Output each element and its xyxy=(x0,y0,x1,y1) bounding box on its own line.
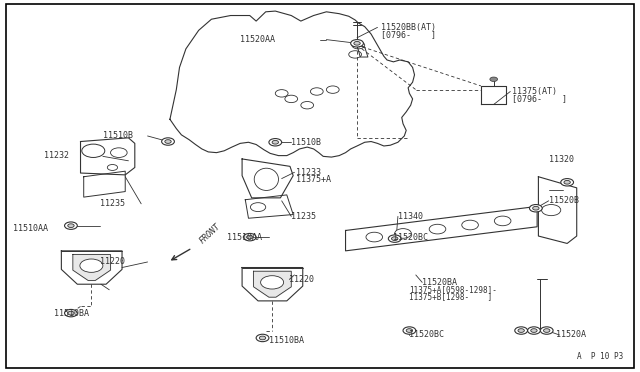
Ellipse shape xyxy=(254,168,278,190)
Text: 11510AA: 11510AA xyxy=(227,232,262,242)
Text: 11520BA: 11520BA xyxy=(422,278,457,287)
Circle shape xyxy=(540,327,553,334)
Text: 11375+B[1298-    ]: 11375+B[1298- ] xyxy=(410,292,493,301)
Text: 11235: 11235 xyxy=(291,212,316,221)
Polygon shape xyxy=(253,271,291,297)
Polygon shape xyxy=(538,177,577,243)
Circle shape xyxy=(561,179,573,186)
Polygon shape xyxy=(170,11,415,157)
Circle shape xyxy=(529,205,542,212)
Circle shape xyxy=(326,86,339,93)
Circle shape xyxy=(285,95,298,103)
Circle shape xyxy=(260,276,284,289)
Polygon shape xyxy=(481,86,506,105)
Text: [0796-    ]: [0796- ] xyxy=(511,94,566,103)
Text: 11340: 11340 xyxy=(398,212,423,221)
Text: 11220: 11220 xyxy=(289,275,314,284)
Circle shape xyxy=(518,329,524,333)
Circle shape xyxy=(395,229,412,238)
Text: 11520BC: 11520BC xyxy=(394,233,428,243)
Circle shape xyxy=(541,205,561,216)
Circle shape xyxy=(354,41,360,45)
Text: 11520BC: 11520BC xyxy=(410,330,444,340)
Polygon shape xyxy=(245,195,293,218)
Text: [0796-    ]: [0796- ] xyxy=(381,30,436,39)
Text: 11520B: 11520B xyxy=(548,196,579,205)
Circle shape xyxy=(462,220,478,230)
Circle shape xyxy=(352,41,365,49)
Polygon shape xyxy=(84,171,125,197)
Circle shape xyxy=(162,138,174,145)
Circle shape xyxy=(275,90,288,97)
Circle shape xyxy=(246,235,253,239)
Circle shape xyxy=(515,327,527,334)
Text: 11235: 11235 xyxy=(100,199,125,208)
Circle shape xyxy=(403,327,416,334)
Text: 11233: 11233 xyxy=(296,168,321,177)
Text: 11510B: 11510B xyxy=(291,138,321,147)
Circle shape xyxy=(68,311,74,315)
Circle shape xyxy=(259,336,266,340)
Circle shape xyxy=(80,259,103,272)
Polygon shape xyxy=(61,251,122,284)
Circle shape xyxy=(65,222,77,230)
Circle shape xyxy=(269,138,282,146)
Circle shape xyxy=(527,327,540,334)
Circle shape xyxy=(351,39,364,47)
Circle shape xyxy=(243,234,256,241)
Text: 11520A: 11520A xyxy=(556,330,586,340)
Text: 11375+A[0598-1298]-: 11375+A[0598-1298]- xyxy=(410,285,497,294)
Polygon shape xyxy=(73,254,111,280)
Text: 11232: 11232 xyxy=(44,151,69,160)
Circle shape xyxy=(392,237,398,240)
Circle shape xyxy=(532,206,539,210)
Polygon shape xyxy=(346,206,537,251)
Circle shape xyxy=(429,224,446,234)
Text: 11320: 11320 xyxy=(548,155,573,164)
Circle shape xyxy=(490,77,497,81)
Circle shape xyxy=(256,334,269,341)
Circle shape xyxy=(108,164,118,170)
Polygon shape xyxy=(357,45,368,57)
Text: A  P 10 P3: A P 10 P3 xyxy=(577,352,623,361)
Circle shape xyxy=(165,140,172,143)
Circle shape xyxy=(366,232,383,242)
Circle shape xyxy=(406,329,413,333)
Circle shape xyxy=(349,51,362,58)
Circle shape xyxy=(494,216,511,226)
Circle shape xyxy=(301,102,314,109)
Text: 11220: 11220 xyxy=(100,257,125,266)
Circle shape xyxy=(68,224,74,228)
Circle shape xyxy=(531,329,537,333)
Circle shape xyxy=(388,235,401,242)
Circle shape xyxy=(564,180,570,184)
Text: FRONT: FRONT xyxy=(197,222,222,245)
Circle shape xyxy=(272,140,278,144)
Text: 11520AA: 11520AA xyxy=(240,35,275,44)
Text: 11510BA: 11510BA xyxy=(54,309,89,318)
Text: 11375+A: 11375+A xyxy=(296,175,332,184)
Circle shape xyxy=(543,329,550,333)
Circle shape xyxy=(82,144,105,157)
Circle shape xyxy=(310,88,323,95)
Text: 11510B: 11510B xyxy=(103,131,133,141)
Polygon shape xyxy=(242,267,303,301)
Text: 11510BA: 11510BA xyxy=(269,336,304,346)
Text: 11375(AT): 11375(AT) xyxy=(511,87,557,96)
Polygon shape xyxy=(81,138,135,175)
Polygon shape xyxy=(242,159,293,198)
Circle shape xyxy=(111,148,127,157)
Circle shape xyxy=(250,203,266,212)
Text: 11520BB(AT): 11520BB(AT) xyxy=(381,23,436,32)
Circle shape xyxy=(65,310,77,317)
Text: 11510AA: 11510AA xyxy=(13,224,49,233)
